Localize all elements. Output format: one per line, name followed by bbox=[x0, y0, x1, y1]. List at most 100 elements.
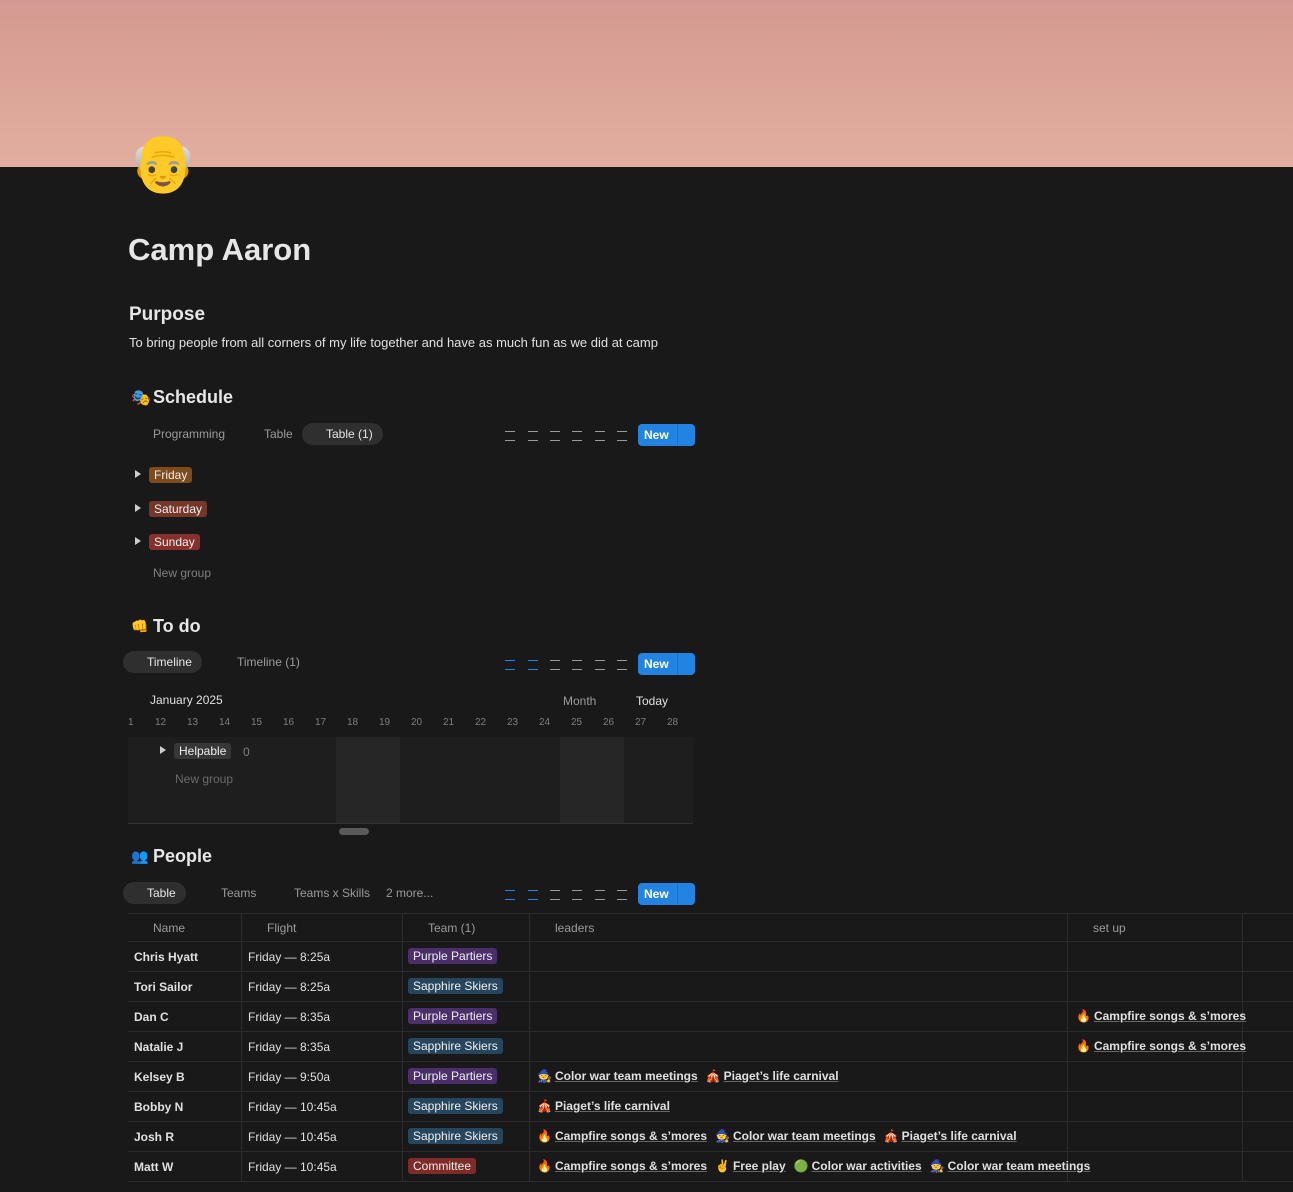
new-group[interactable]: New group bbox=[153, 566, 212, 580]
toolbar-icon[interactable] bbox=[550, 890, 560, 900]
toolbar-icon[interactable] bbox=[505, 431, 515, 441]
relation-item[interactable]: 🔥 Campfire songs & s’mores bbox=[537, 1129, 707, 1143]
view-tab[interactable]: Table bbox=[123, 882, 186, 904]
heading: People bbox=[153, 846, 213, 866]
new-button[interactable]: New bbox=[638, 424, 682, 446]
new-dropdown[interactable] bbox=[677, 653, 695, 675]
cell-flight: Friday — 8:25a bbox=[248, 980, 331, 994]
row-border bbox=[128, 1001, 1293, 1002]
row-border bbox=[128, 1181, 1293, 1182]
relation-item[interactable]: 🔥 Campfire songs & s’mores bbox=[537, 1159, 707, 1173]
group-tag: Sunday bbox=[149, 534, 200, 550]
column-header[interactable]: Team (1) bbox=[428, 921, 476, 935]
view-tab[interactable]: Timeline bbox=[123, 651, 202, 673]
relation-item[interactable]: 🧙 Color war team meetings bbox=[930, 1159, 1091, 1173]
team-tag: Committee bbox=[408, 1158, 477, 1174]
toolbar-icon[interactable] bbox=[505, 890, 515, 900]
toolbar-icon[interactable] bbox=[595, 890, 605, 900]
new-button[interactable]: New bbox=[638, 883, 682, 905]
toolbar-icon[interactable] bbox=[617, 431, 627, 441]
view-tab[interactable]: Table (1) bbox=[302, 423, 383, 445]
relation-icon: 🎪 bbox=[537, 1099, 552, 1113]
scale-select[interactable]: Month bbox=[563, 694, 597, 708]
toggle[interactable] bbox=[135, 470, 141, 478]
team-tag: Purple Partiers bbox=[408, 948, 498, 964]
relation-label: Color war team meetings bbox=[947, 1159, 1091, 1173]
new-button[interactable]: New bbox=[638, 653, 682, 675]
column-header[interactable]: leaders bbox=[555, 921, 595, 935]
toolbar-icon[interactable] bbox=[550, 660, 560, 670]
row-border bbox=[128, 1121, 1293, 1122]
view-tab[interactable]: Table bbox=[264, 427, 293, 441]
heading: Purpose bbox=[129, 304, 206, 325]
weekend-shade bbox=[336, 737, 400, 823]
toolbar-icon[interactable] bbox=[528, 890, 538, 900]
view-tab[interactable]: Timeline (1) bbox=[237, 655, 300, 669]
relation-item[interactable]: 🔥 Campfire songs & s’mores bbox=[1076, 1039, 1246, 1053]
toolbar-icon[interactable] bbox=[617, 660, 627, 670]
column-header[interactable]: Name bbox=[153, 921, 186, 935]
relation-item[interactable]: 🎪 Piaget’s life carnival bbox=[706, 1069, 839, 1083]
column-header[interactable]: Flight bbox=[267, 921, 297, 935]
relation-item[interactable]: 🧙 Color war team meetings bbox=[537, 1069, 698, 1083]
relation-cell: 🔥 Campfire songs & s’mores 🧙 Color war team… bbox=[537, 1129, 1025, 1143]
relation-icon: 🎪 bbox=[705, 1069, 721, 1083]
view-tab[interactable]: Teams bbox=[221, 886, 257, 900]
toolbar-icon[interactable] bbox=[572, 890, 582, 900]
toolbar-icon[interactable] bbox=[528, 431, 538, 441]
relation-item[interactable]: 🧙 Color war team meetings bbox=[715, 1129, 876, 1143]
team-tag: Sapphire Skiers bbox=[408, 1038, 503, 1054]
day-label: 1 bbox=[128, 717, 134, 728]
relation-cell: 🔥 Campfire songs & s’mores ✌️ Free play 🟢 Col… bbox=[537, 1159, 1098, 1173]
cell-name[interactable]: Natalie J bbox=[134, 1040, 184, 1054]
row-border bbox=[128, 971, 1293, 972]
cell-name[interactable]: Tori Sailor bbox=[134, 980, 193, 994]
view-tab[interactable]: Programming bbox=[153, 427, 226, 441]
toolbar-icon[interactable] bbox=[595, 431, 605, 441]
relation-item[interactable]: 🎪 Piaget’s life carnival bbox=[884, 1129, 1017, 1143]
relation-label: Campfire songs & s’mores bbox=[1093, 1039, 1246, 1053]
cell-name[interactable]: Bobby N bbox=[134, 1100, 184, 1114]
scrollbar[interactable] bbox=[339, 828, 369, 835]
toggle[interactable] bbox=[160, 746, 166, 754]
cell-flight: Friday — 8:35a bbox=[248, 1040, 331, 1054]
cell-flight: Friday — 8:25a bbox=[248, 950, 331, 964]
relation-item[interactable]: 🔥 Campfire songs & s’mores bbox=[1076, 1009, 1246, 1023]
toolbar-icon[interactable] bbox=[572, 660, 582, 670]
relation-icon: 🔥 bbox=[1076, 1009, 1091, 1023]
cell-name[interactable]: Chris Hyatt bbox=[134, 950, 199, 964]
add-column[interactable] bbox=[1250, 916, 1262, 928]
relation-icon: 🔥 bbox=[537, 1129, 552, 1143]
toolbar-icon[interactable] bbox=[528, 660, 538, 670]
cell-flight: Friday — 8:35a bbox=[248, 1010, 331, 1024]
cell-name[interactable]: Josh R bbox=[134, 1130, 175, 1144]
relation-item[interactable]: ✌️ Free play bbox=[715, 1159, 786, 1173]
group-tag: Helpable bbox=[174, 743, 232, 759]
view-tab[interactable]: Teams x Skills bbox=[294, 886, 371, 900]
today-button[interactable]: Today bbox=[636, 694, 669, 708]
column-header[interactable]: set up bbox=[1093, 921, 1126, 935]
new-dropdown[interactable] bbox=[677, 883, 695, 905]
cell-flight: Friday — 10:45a bbox=[248, 1160, 337, 1174]
toggle[interactable] bbox=[135, 504, 141, 512]
header-border bbox=[128, 913, 1293, 914]
cell-name[interactable]: Matt W bbox=[134, 1160, 174, 1174]
day-label: 21 bbox=[443, 717, 455, 728]
relation-item[interactable]: 🎪 Piaget’s life carnival bbox=[537, 1099, 670, 1113]
column-divider bbox=[241, 913, 242, 1181]
toolbar-icon[interactable] bbox=[572, 431, 582, 441]
group-tag: Friday bbox=[149, 467, 193, 483]
toolbar-icon[interactable] bbox=[550, 431, 560, 441]
new-group[interactable]: New group bbox=[175, 772, 234, 786]
toolbar-icon[interactable] bbox=[617, 890, 627, 900]
relation-icon: 🔥 bbox=[1076, 1039, 1091, 1053]
relation-item[interactable]: 🟢 Color war activities bbox=[794, 1159, 922, 1173]
toolbar-icon[interactable] bbox=[505, 660, 515, 670]
relation-label: Color war activities bbox=[811, 1159, 922, 1173]
cell-name[interactable]: Kelsey B bbox=[134, 1070, 185, 1084]
toolbar-icon[interactable] bbox=[595, 660, 605, 670]
view-tab[interactable]: 2 more... bbox=[386, 886, 434, 900]
toggle[interactable] bbox=[135, 537, 141, 545]
cell-name[interactable]: Dan C bbox=[134, 1010, 169, 1024]
new-dropdown[interactable] bbox=[677, 424, 695, 446]
